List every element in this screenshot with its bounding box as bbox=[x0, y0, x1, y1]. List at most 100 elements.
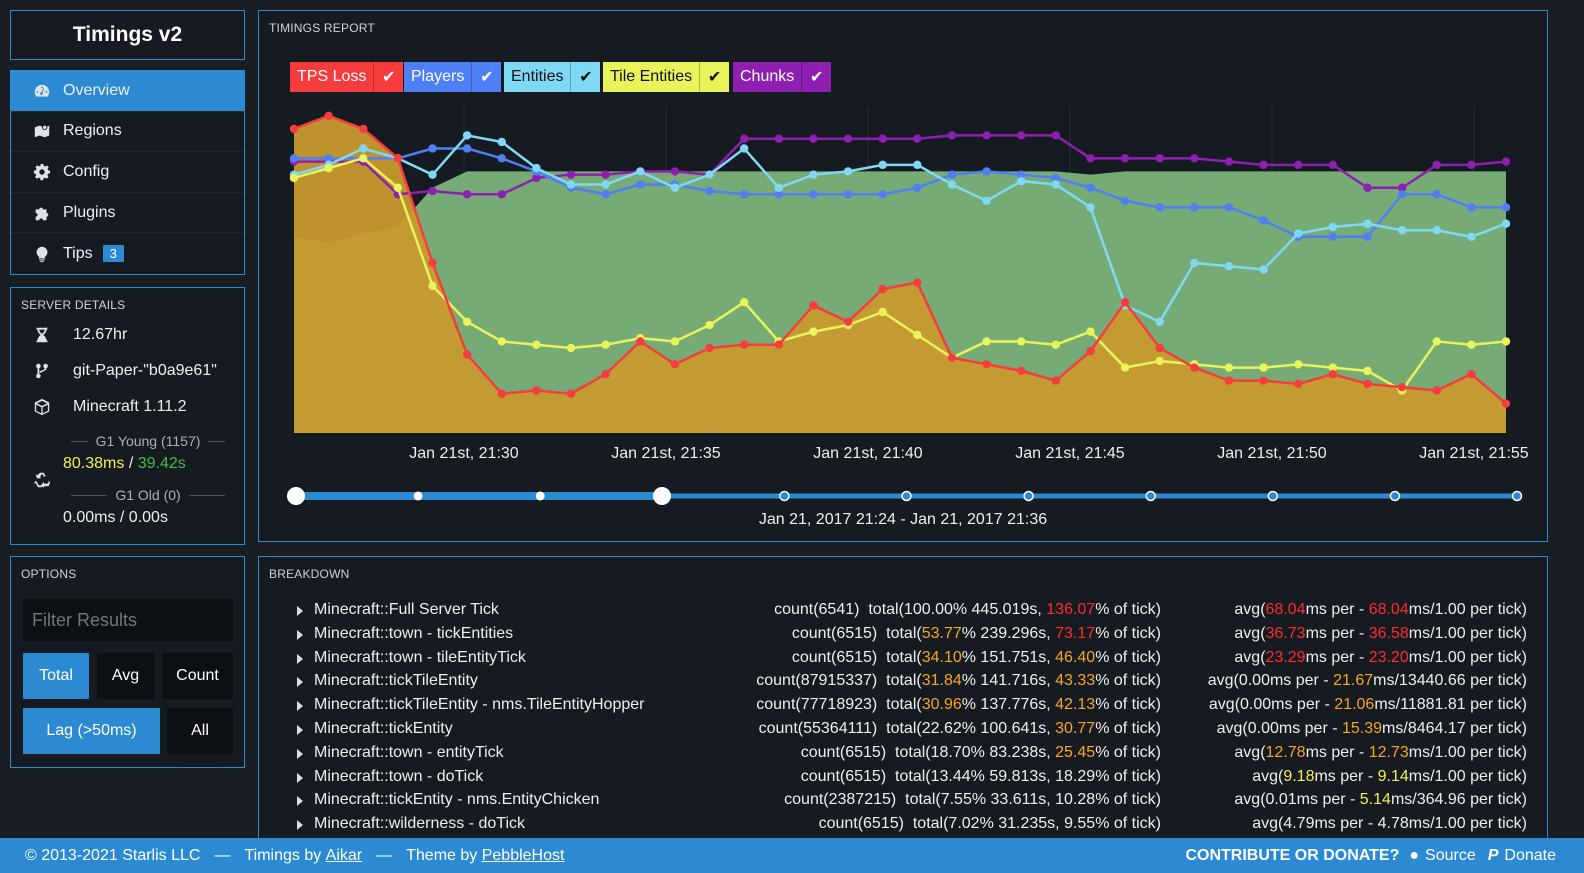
slider-tick bbox=[779, 490, 790, 502]
table-row[interactable]: Minecraft::tickTileEntity - nms.TileEnti… bbox=[259, 696, 1547, 720]
table-row[interactable]: Minecraft::wilderness - doTick count(6515… bbox=[259, 815, 1547, 839]
table-row[interactable]: Minecraft::Full Server Tick count(6541) t… bbox=[259, 601, 1547, 625]
sidebar-item-label: Plugins bbox=[63, 203, 116, 221]
check-icon: ✔ bbox=[801, 62, 831, 92]
count-value: count(6515) bbox=[800, 743, 887, 761]
point-tps-loss bbox=[393, 154, 403, 163]
gc-young-ms: 80.38ms bbox=[63, 455, 125, 472]
avg-prefix: avg( bbox=[1207, 672, 1239, 690]
point-tps-loss bbox=[428, 258, 437, 268]
point-tps-loss bbox=[497, 389, 506, 398]
point-tile-entities bbox=[428, 281, 437, 291]
table-row[interactable]: Minecraft::town - tickEntities count(6515… bbox=[259, 625, 1547, 649]
point-tile-entities bbox=[982, 337, 991, 346]
expand-caret-icon[interactable] bbox=[297, 748, 303, 759]
expand-caret-icon[interactable] bbox=[297, 725, 303, 735]
point-chunks bbox=[1051, 131, 1061, 140]
filter-results-input[interactable] bbox=[23, 599, 233, 641]
legend-label: Entities bbox=[511, 68, 564, 85]
timings-report-panel: TIMINGS REPORT Jan 21st, 21:30 Jan 21st, … bbox=[258, 10, 1548, 542]
pebblehost-link[interactable]: PebbleHost bbox=[481, 846, 565, 864]
avg-prefix: avg( bbox=[1252, 767, 1284, 785]
table-row[interactable]: Minecraft::tickTileEntity count(87915337)… bbox=[259, 672, 1547, 696]
table-row[interactable]: Minecraft::town - tileEntityTick count(65… bbox=[259, 648, 1547, 673]
avg-suffix: ms/1.00 per tick) bbox=[1408, 743, 1527, 761]
lag-filter-button[interactable]: Lag (>50ms) bbox=[23, 708, 160, 754]
options-panel: OPTIONS Total Avg Count Lag (>50ms) All bbox=[10, 556, 245, 768]
point-chunks bbox=[843, 134, 853, 143]
expand-caret-icon[interactable] bbox=[297, 772, 303, 783]
table-row[interactable]: Minecraft::tickEntity - nms.EntityChicke… bbox=[259, 791, 1547, 815]
sort-avg-button[interactable]: Avg bbox=[97, 653, 154, 699]
point-players bbox=[1432, 190, 1441, 199]
cube-icon bbox=[34, 398, 50, 416]
gc-old-value: 0.00ms / 0.00s bbox=[63, 509, 168, 526]
table-row[interactable]: Minecraft::tickEntity count(55364111) tot… bbox=[259, 720, 1547, 744]
aikar-link[interactable]: Aikar bbox=[325, 846, 363, 864]
total-percent: 13.44 bbox=[930, 767, 971, 785]
point-tps-loss bbox=[1259, 376, 1268, 385]
avg-suffix: ms/364.96 per tick) bbox=[1390, 791, 1527, 809]
point-entities bbox=[1363, 219, 1372, 228]
timing-name: Minecraft::Full Server Tick bbox=[314, 601, 499, 618]
total-prefix: total( bbox=[895, 767, 931, 785]
table-row[interactable]: Minecraft::town - entityTick count(6515) … bbox=[259, 743, 1547, 768]
point-entities bbox=[1086, 203, 1095, 212]
count-value: count(6541) bbox=[774, 601, 860, 618]
tick-percent: 46.40 bbox=[1055, 648, 1096, 666]
legend-tps-loss[interactable]: TPS Loss ✔ bbox=[290, 62, 404, 92]
all-filter-button[interactable]: All bbox=[167, 708, 233, 754]
avg-mid: ms per - bbox=[1269, 672, 1334, 690]
expand-caret-icon[interactable] bbox=[297, 629, 303, 640]
gc-young-seconds: 39.42s bbox=[137, 455, 186, 472]
point-tile-entities bbox=[913, 330, 922, 340]
timing-totals: count(6515) total(18.70% 83.238s, 25.45%… bbox=[801, 744, 1161, 762]
expand-caret-icon[interactable] bbox=[297, 701, 303, 712]
avg-ms: 4.79 bbox=[1283, 815, 1315, 833]
point-players bbox=[1190, 203, 1199, 212]
table-row[interactable]: Minecraft::town - doTick count(6515) tota… bbox=[259, 767, 1547, 792]
legend-tile-entities[interactable]: Tile Entities ✔ bbox=[603, 62, 730, 92]
series-line-tps-loss bbox=[293, 114, 1507, 405]
expand-caret-icon[interactable] bbox=[297, 820, 303, 831]
slider-tick bbox=[535, 491, 545, 501]
point-players bbox=[324, 154, 333, 163]
donate-link[interactable]: Donate bbox=[1504, 846, 1556, 864]
legend-chunks[interactable]: Chunks ✔ bbox=[733, 62, 832, 92]
timing-name: Minecraft::wilderness - doTick bbox=[314, 815, 526, 833]
total-percent: 18.70 bbox=[930, 743, 971, 761]
timing-name: Minecraft::tickTileEntity bbox=[314, 672, 478, 690]
sidebar-item-regions[interactable]: Regions bbox=[11, 112, 244, 153]
point-tps-loss bbox=[1190, 363, 1199, 372]
timing-average: avg(9.18ms per - 9.14ms/1.00 per tick) bbox=[1252, 768, 1527, 786]
point-tile-entities bbox=[1051, 340, 1061, 349]
sidebar-item-tips[interactable]: Tips 3 bbox=[11, 233, 244, 274]
separator: — bbox=[376, 846, 393, 864]
sort-total-button[interactable]: Total bbox=[23, 653, 89, 699]
sidebar-item-config[interactable]: Config bbox=[11, 152, 244, 193]
point-chunks bbox=[1432, 160, 1441, 170]
check-icon: ✔ bbox=[699, 62, 729, 92]
legend-entities[interactable]: Entities ✔ bbox=[504, 62, 601, 92]
expand-caret-icon[interactable] bbox=[297, 606, 303, 616]
count-value: count(55364111) bbox=[758, 720, 878, 737]
sidebar-item-overview[interactable]: Overview bbox=[11, 71, 244, 112]
expand-caret-icon[interactable] bbox=[297, 796, 303, 807]
expand-caret-icon[interactable] bbox=[297, 653, 303, 664]
avg-suffix: ms/1.00 per tick) bbox=[1408, 815, 1527, 833]
tips-count-badge: 3 bbox=[102, 245, 124, 263]
point-entities bbox=[809, 170, 818, 179]
avg-prefix: avg( bbox=[1252, 815, 1284, 833]
point-tps-loss bbox=[1155, 343, 1164, 353]
point-tile-entities bbox=[739, 298, 749, 307]
legend-players[interactable]: Players ✔ bbox=[404, 62, 502, 92]
sort-count-button[interactable]: Count bbox=[162, 653, 233, 699]
expand-caret-icon[interactable] bbox=[297, 677, 303, 688]
sidebar-item-plugins[interactable]: Plugins bbox=[11, 193, 244, 234]
point-players bbox=[1397, 190, 1407, 199]
source-link[interactable]: Source bbox=[1425, 846, 1476, 864]
point-entities bbox=[913, 160, 922, 170]
avg-per-tick: 21.67 bbox=[1333, 672, 1374, 690]
point-tps-loss bbox=[1363, 379, 1372, 389]
tick-percent: 30.77 bbox=[1055, 720, 1096, 737]
